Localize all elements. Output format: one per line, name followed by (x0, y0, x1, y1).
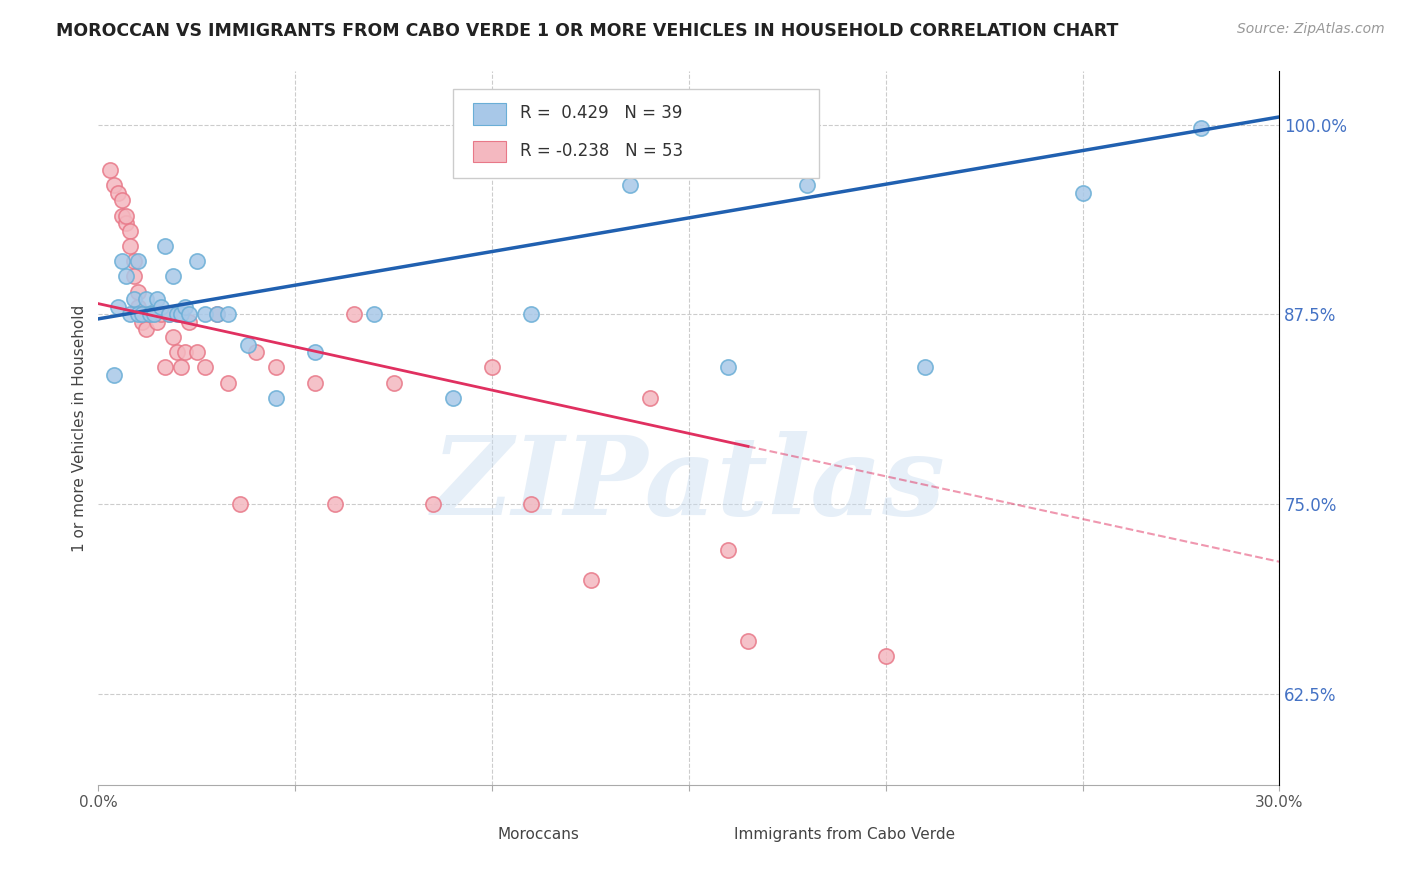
Point (131, 307, 153, 321)
Point (170, 307, 193, 321)
Point (111, 254, 134, 268)
Point (619, 178, 641, 193)
FancyBboxPatch shape (472, 141, 506, 162)
Point (127, 285, 149, 299)
Point (115, 269, 138, 284)
Point (205, 307, 228, 321)
FancyBboxPatch shape (447, 828, 486, 844)
Point (717, 542, 740, 557)
Point (118, 239, 141, 253)
Point (122, 254, 145, 268)
Point (131, 307, 153, 321)
Point (737, 633, 759, 648)
Point (131, 315, 153, 329)
Point (1032, 801, 1054, 815)
Point (264, 391, 287, 405)
Point (127, 307, 149, 321)
Point (174, 345, 197, 359)
Point (103, 368, 125, 382)
FancyBboxPatch shape (683, 828, 723, 844)
Y-axis label: 1 or more Vehicles in Household: 1 or more Vehicles in Household (72, 304, 87, 552)
Point (186, 345, 208, 359)
Point (245, 345, 267, 359)
Point (875, 648, 897, 663)
Point (155, 360, 177, 375)
Point (127, 254, 149, 268)
Point (162, 269, 184, 284)
Point (177, 307, 200, 321)
Point (135, 292, 157, 306)
Point (422, 497, 444, 511)
Point (122, 292, 145, 306)
Point (343, 307, 366, 321)
Point (115, 216, 138, 230)
Point (177, 315, 200, 329)
Point (111, 194, 134, 208)
Point (146, 292, 169, 306)
Point (217, 307, 239, 321)
Point (115, 209, 138, 223)
Point (142, 307, 165, 321)
Text: Source: ZipAtlas.com: Source: ZipAtlas.com (1237, 22, 1385, 37)
Point (229, 497, 252, 511)
Point (146, 315, 169, 329)
FancyBboxPatch shape (453, 89, 818, 178)
Point (107, 300, 129, 314)
Point (150, 307, 173, 321)
Point (127, 300, 149, 314)
Point (98, 163, 121, 178)
Point (441, 391, 464, 405)
Point (194, 360, 217, 375)
Point (118, 224, 141, 238)
Point (638, 391, 661, 405)
Point (236, 337, 259, 351)
Point (186, 254, 208, 268)
Point (138, 307, 160, 321)
Point (166, 307, 188, 321)
Point (363, 307, 385, 321)
Point (914, 360, 936, 375)
Point (103, 178, 125, 193)
Point (135, 322, 157, 336)
Point (264, 360, 287, 375)
Point (217, 376, 239, 390)
Point (796, 178, 818, 193)
Point (135, 307, 157, 321)
Text: Immigrants from Cabo Verde: Immigrants from Cabo Verde (734, 828, 955, 842)
Point (304, 345, 326, 359)
Point (107, 186, 129, 200)
Point (382, 376, 405, 390)
Point (520, 307, 543, 321)
Point (1189, 120, 1212, 135)
Point (118, 307, 141, 321)
Point (304, 376, 326, 390)
Point (579, 573, 602, 587)
Point (205, 307, 228, 321)
Point (1071, 186, 1094, 200)
Point (111, 209, 134, 223)
Text: R =  0.429   N = 39: R = 0.429 N = 39 (520, 104, 682, 122)
Point (170, 360, 193, 375)
Point (323, 497, 346, 511)
Point (162, 330, 184, 344)
Point (155, 239, 177, 253)
Point (166, 345, 188, 359)
Text: ZIPatlas: ZIPatlas (432, 432, 946, 539)
Point (174, 300, 197, 314)
Point (481, 360, 503, 375)
Text: MOROCCAN VS IMMIGRANTS FROM CABO VERDE 1 OR MORE VEHICLES IN HOUSEHOLD CORRELATI: MOROCCAN VS IMMIGRANTS FROM CABO VERDE 1… (56, 22, 1119, 40)
Text: R = -0.238   N = 53: R = -0.238 N = 53 (520, 142, 683, 160)
Point (157, 307, 180, 321)
FancyBboxPatch shape (472, 103, 506, 125)
Point (122, 269, 145, 284)
Point (157, 307, 180, 321)
Point (194, 307, 217, 321)
Point (142, 307, 165, 321)
Point (150, 300, 173, 314)
Text: Moroccans: Moroccans (498, 828, 579, 842)
Point (520, 497, 543, 511)
Point (717, 360, 740, 375)
Point (138, 307, 160, 321)
